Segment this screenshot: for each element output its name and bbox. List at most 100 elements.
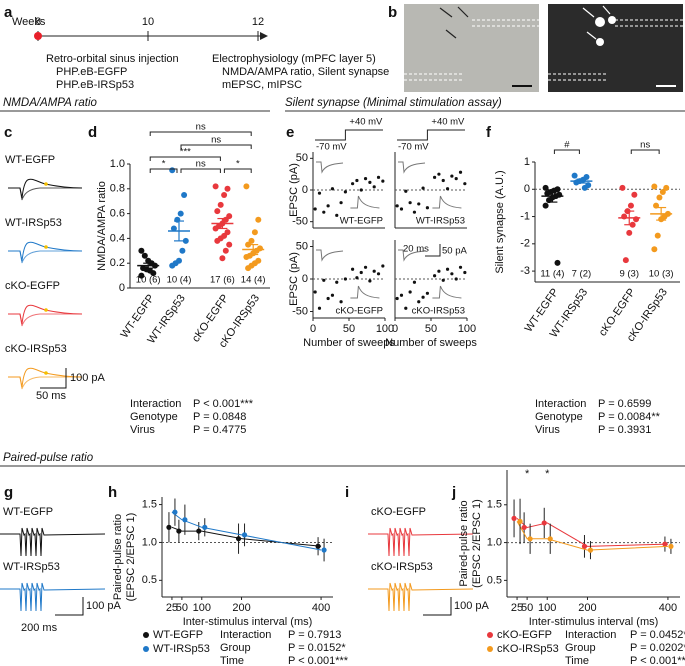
data-point [668,543,674,549]
data-point [214,237,221,244]
data-point [335,213,339,217]
scale-label: 100 pA [454,600,490,612]
y-tick-label: -2 [520,238,530,250]
stat-value: P = 0.7913 [288,629,341,641]
y-axis-label: (EPSC 2/EPSC 1) [125,513,137,602]
scale-label: 200 ms [21,622,58,634]
section-title: Paired-pulse ratio [3,452,94,464]
data-point [326,204,330,208]
stat-value: P < 0.001*** [193,398,254,410]
data-point [315,543,321,549]
data-point [659,189,666,195]
stat-term: Interaction [535,398,586,410]
stat-term: Interaction [220,629,271,641]
x-tick-label: 50 [343,323,355,335]
data-point [322,210,326,214]
series-line [171,511,322,551]
section-title: Silent synapse (Minimal stimulation assa… [285,97,502,109]
x-tick-label: 0 [392,323,398,335]
y-tick-label: 0 [302,184,308,196]
data-point [255,216,262,223]
series-line [171,526,322,547]
x-tick-label: 100 [538,602,556,614]
n-label: 10 (4) [167,275,192,286]
y-tick-label: 1 [524,156,530,168]
scale-bar [55,597,84,616]
data-point [654,232,661,239]
stat-term: Virus [535,424,560,436]
significance-bracket [149,156,221,161]
data-point [219,255,226,262]
data-point [381,179,385,183]
data-point [221,192,228,198]
data-point [322,278,326,282]
y-tick-label: 50 [296,240,308,252]
data-point [544,190,551,197]
y-tick-label: 1.0 [110,158,125,170]
y-tick-label: 0 [119,282,125,294]
data-point [182,237,189,244]
data-point [372,185,376,189]
data-point [395,296,399,301]
data-point [404,306,408,310]
data-point [542,184,549,191]
x-tick-label: 50 [521,602,533,614]
data-point [425,206,429,210]
data-point [212,225,219,232]
stat-value: P < 0.001*** [630,655,685,666]
data-point [226,241,233,248]
data-point [243,254,250,260]
data-point [627,202,634,209]
legend-label: WT-IRSp53 [153,643,210,655]
data-point [251,229,258,236]
stat-value: P < 0.001*** [288,655,349,666]
data-point [458,170,463,174]
stat-term: Virus [130,424,155,436]
x-axis-label: Inter-stimulus interval (ms) [183,616,313,628]
sample-trace [316,249,344,262]
data-point [554,259,561,266]
stat-value: P = 0.0152* [288,642,346,654]
trace-label: WT-IRSp53 [5,217,62,229]
panel-title: WT-IRSp53 [416,216,465,227]
trace-label: cKO-EGFP [5,280,60,292]
y-tick-label: 0.5 [142,574,157,586]
trace-marker [44,245,48,249]
x-tick-label: 25 [166,602,178,614]
panel-label: i [345,484,349,501]
n-label: 17 (6) [210,275,235,286]
data-point [408,201,412,205]
data-point [176,528,182,534]
y-axis-label: Paired-pulse ratio [112,514,124,600]
stat-term: Genotype [535,411,583,423]
trace [368,527,474,557]
panel-title: cKO-IRSp53 [412,306,465,317]
injection-text: PHP.eB-IRSp53 [56,79,134,91]
significance-bracket [630,149,660,154]
significance-bracket [149,131,252,136]
data-point [433,175,437,179]
series-line [516,521,668,551]
stat-term: Time [220,655,244,666]
data-point [651,183,658,190]
x-tick-label: 200 [578,602,596,614]
n-label: 14 (4) [241,275,266,286]
data-point [245,265,252,272]
trace [8,376,82,390]
data-point [363,177,368,181]
y-tick-label: 50 [296,152,308,164]
holding-label: -70 mV [316,142,347,153]
data-point [631,191,638,198]
data-point [339,201,343,205]
pipette-outline [404,19,683,81]
data-point [169,167,176,174]
significance-label: ns [196,122,206,133]
n-label: 7 (2) [572,269,592,280]
data-point [421,186,425,190]
scale-label: 50 ms [36,390,66,402]
panel-title: WT-EGFP [340,216,383,227]
recording-text: Electrophysiology (mPFC layer 5) [212,53,376,65]
panel-label: b [388,4,397,21]
data-point [417,300,421,304]
section-title: NMDA/AMPA ratio [3,97,98,109]
